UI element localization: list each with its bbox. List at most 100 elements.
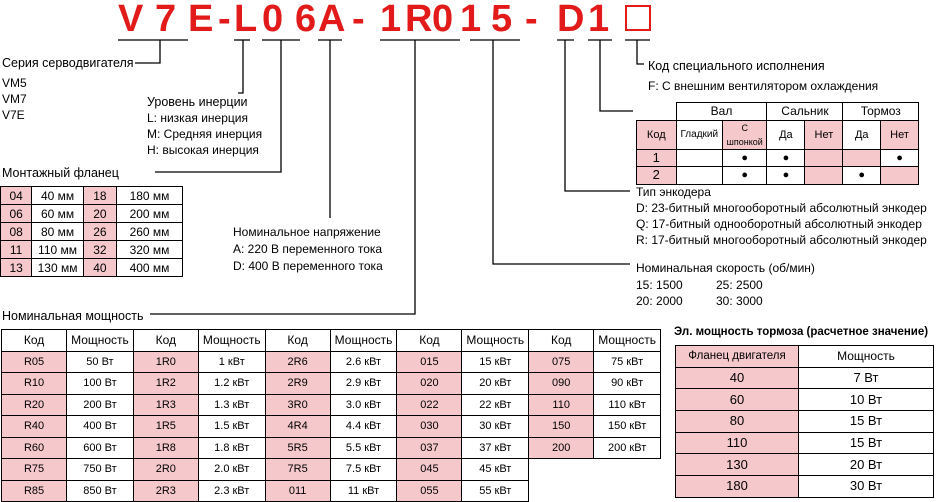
power-code: R20 (0, 393, 68, 416)
encoder-item: Q: 17-битный однооборотный абсолютный эн… (636, 217, 922, 231)
shaft-cell: ● (842, 166, 882, 185)
shaft-header: Да (766, 119, 806, 150)
power-value: 45 кВт (461, 458, 530, 481)
table-row: 80 15 Вт (675, 410, 934, 433)
power-value: 2.6 кВт (329, 350, 398, 373)
table-row: 11 110 мм 32 320 мм (0, 240, 184, 259)
brake-title: Эл. мощность тормоза (расчетное значение… (674, 326, 929, 338)
power-header-power: Мощность (593, 329, 661, 352)
power-code: 1R2 (132, 372, 199, 395)
shaft-header: Нет (880, 119, 919, 150)
flange-code: 08 (0, 222, 33, 241)
speed-item: 15: 1500 (636, 278, 683, 292)
inertia-item: L: низкая инерция (147, 111, 248, 125)
power-code: 037 (396, 436, 463, 459)
shaft-header: Да (842, 119, 882, 150)
special-title: Код специального исполнения (648, 59, 825, 73)
model-code-char: 1 (588, 0, 610, 40)
power-code: 045 (396, 458, 463, 481)
power-code: 1R3 (132, 393, 199, 416)
brake-power: 10 Вт (798, 388, 934, 412)
brake-table: Фланец двигателя Мощность 40 7 Вт 60 10 Вт 80 1… (675, 345, 934, 498)
shaft-cell (842, 148, 882, 167)
power-empty (594, 459, 661, 481)
power-code: R05 (0, 350, 68, 373)
table-row: 13 130 мм 40 400 мм (0, 258, 184, 277)
shaft-cell: ● (721, 148, 768, 167)
model-code-char: - (218, 0, 231, 40)
power-header-power: Мощность (329, 329, 398, 352)
inertia-title: Уровень инерции (147, 95, 248, 109)
flange-size: 80 мм (31, 222, 84, 241)
power-value: 11 кВт (329, 479, 398, 502)
brake-power: 7 Вт (798, 366, 934, 390)
model-code-char: E (188, 0, 214, 40)
brake-power: 20 Вт (798, 453, 934, 477)
model-code-char: R (405, 0, 433, 40)
power-value: 1.3 кВт (197, 393, 266, 416)
series-title: Серия серводвигателя (2, 56, 134, 70)
shaft-cell: ● (721, 166, 768, 185)
model-code-char: 5 (491, 0, 513, 40)
flange-size: 110 мм (31, 240, 84, 259)
flange-table: 04 40 мм 18 180 мм 06 60 мм 20 200 мм 08 80 мм 26 2… (0, 186, 184, 277)
power-value: 100 Вт (66, 372, 134, 395)
power-value: 850 Вт (66, 479, 134, 502)
power-code: 055 (396, 479, 463, 502)
brake-header-flange: Фланец двигателя (675, 345, 799, 368)
shaft-group: Сальник (766, 102, 844, 121)
flange-size: 200 мм (115, 204, 184, 223)
series-item: VM5 (2, 76, 27, 90)
power-code: 020 (396, 372, 463, 395)
power-value: 15 кВт (461, 350, 530, 373)
flange-size: 180 мм (115, 186, 184, 205)
voltage-item: D: 400 В переменного тока (233, 259, 383, 273)
speed-item: 30: 3000 (716, 294, 763, 308)
power-header-power: Мощность (66, 329, 134, 352)
table-row: R60 600 Вт 1R8 1.8 кВт 5R5 5.5 кВт 037 37 кВт 20… (0, 436, 661, 459)
power-value: 22 кВт (461, 393, 530, 416)
flange-code: 20 (82, 204, 117, 223)
shaft-header: Нет (804, 119, 844, 150)
brake-power: 30 Вт (798, 475, 934, 498)
shaft-header: С шпонкой (721, 119, 768, 150)
power-code: 011 (264, 479, 331, 502)
flange-size: 60 мм (31, 204, 84, 223)
table-row: 130 20 Вт (675, 453, 934, 477)
power-code: 2R3 (132, 479, 199, 502)
power-code: 2R0 (132, 458, 199, 481)
power-code: 4R4 (264, 415, 331, 438)
inertia-item: M: Средняя инерция (147, 127, 263, 141)
series-item: V7E (2, 108, 25, 122)
shaft-group: Тормоз (842, 102, 919, 121)
power-value: 200 кВт (593, 436, 661, 459)
model-code-char: 1 (460, 0, 482, 40)
power-code: R85 (0, 479, 68, 502)
brake-header-power: Мощность (798, 345, 934, 368)
shaft-corner (637, 103, 677, 121)
power-value: 110 кВт (593, 393, 661, 416)
voltage-item: A: 220 В переменного тока (233, 242, 383, 256)
encoder-item: R: 17-битный многооборотный абсолютный э… (636, 233, 927, 247)
shaft-group: Вал (675, 102, 768, 121)
power-code: 1R5 (132, 415, 199, 438)
power-value: 90 кВт (593, 372, 661, 395)
power-value: 3.0 кВт (329, 393, 398, 416)
power-table: Код Мощность Код Мощность Код Мощность Код Мощн… (0, 329, 661, 502)
model-code-char: - (352, 0, 365, 40)
power-value: 400 Вт (66, 415, 134, 438)
table-row: 1 ● ● ● (636, 148, 919, 167)
shaft-code: 2 (636, 166, 677, 185)
power-code: 3R0 (264, 393, 331, 416)
flange-code: 13 (0, 258, 33, 277)
flange-code: 40 (82, 258, 117, 277)
table-row: 2 ● ● ● (636, 166, 919, 185)
table-row: 04 40 мм 18 180 мм (0, 186, 184, 205)
encoder-item: D: 23-битный многооборотный абсолютный э… (636, 201, 927, 215)
power-code: 5R5 (264, 436, 331, 459)
shaft-code: 1 (636, 148, 677, 167)
power-value: 7.5 кВт (329, 458, 398, 481)
power-code: 150 (528, 415, 595, 438)
power-code: 2R9 (264, 372, 331, 395)
